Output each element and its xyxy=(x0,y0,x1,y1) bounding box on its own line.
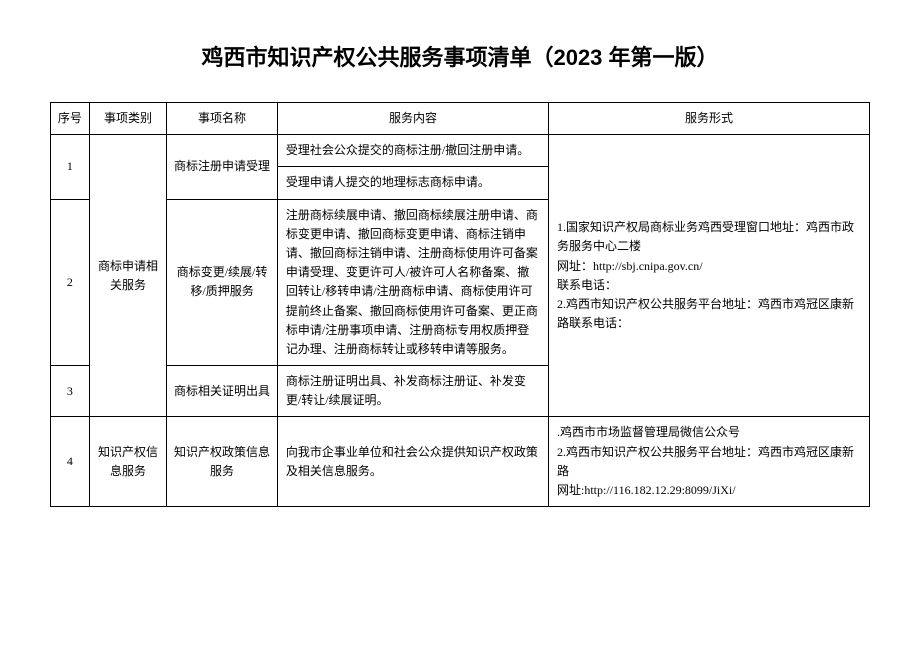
cell-name: 商标变更/续展/转移/质押服务 xyxy=(167,199,278,366)
cell-category: 商标申请相关服务 xyxy=(89,135,166,417)
cell-seq: 1 xyxy=(51,135,90,199)
table-row: 1 商标申请相关服务 商标注册申请受理 受理社会公众提交的商标注册/撤回注册申请… xyxy=(51,135,870,167)
table-row: 4 知识产权信息服务 知识产权政策信息服务 向我市企事业单位和社会公众提供知识产… xyxy=(51,417,870,507)
table-header-row: 序号 事项类别 事项名称 服务内容 服务形式 xyxy=(51,103,870,135)
cell-form: 1.国家知识产权局商标业务鸡西受理窗口地址：鸡西市政务服务中心二楼 网址：htt… xyxy=(549,135,870,417)
cell-name: 商标相关证明出具 xyxy=(167,366,278,417)
page-title: 鸡西市知识产权公共服务事项清单（2023 年第一版） xyxy=(50,40,870,72)
cell-content: 受理社会公众提交的商标注册/撤回注册申请。 xyxy=(277,135,548,167)
cell-name: 商标注册申请受理 xyxy=(167,135,278,199)
header-content: 服务内容 xyxy=(277,103,548,135)
header-category: 事项类别 xyxy=(89,103,166,135)
cell-content: 注册商标续展申请、撤回商标续展注册申请、商标变更申请、撤回商标变更申请、商标注销… xyxy=(277,199,548,366)
cell-form: .鸡西市市场监督管理局微信公众号 2.鸡西市知识产权公共服务平台地址：鸡西市鸡冠… xyxy=(549,417,870,507)
cell-seq: 4 xyxy=(51,417,90,507)
cell-name: 知识产权政策信息服务 xyxy=(167,417,278,507)
cell-content: 商标注册证明出具、补发商标注册证、补发变更/转让/续展证明。 xyxy=(277,366,548,417)
service-list-table: 序号 事项类别 事项名称 服务内容 服务形式 1 商标申请相关服务 商标注册申请… xyxy=(50,102,870,507)
cell-seq: 3 xyxy=(51,366,90,417)
header-name: 事项名称 xyxy=(167,103,278,135)
cell-content: 向我市企事业单位和社会公众提供知识产权政策及相关信息服务。 xyxy=(277,417,548,507)
cell-seq: 2 xyxy=(51,199,90,366)
header-seq: 序号 xyxy=(51,103,90,135)
cell-category: 知识产权信息服务 xyxy=(89,417,166,507)
header-form: 服务形式 xyxy=(549,103,870,135)
cell-content: 受理申请人提交的地理标志商标申请。 xyxy=(277,167,548,199)
